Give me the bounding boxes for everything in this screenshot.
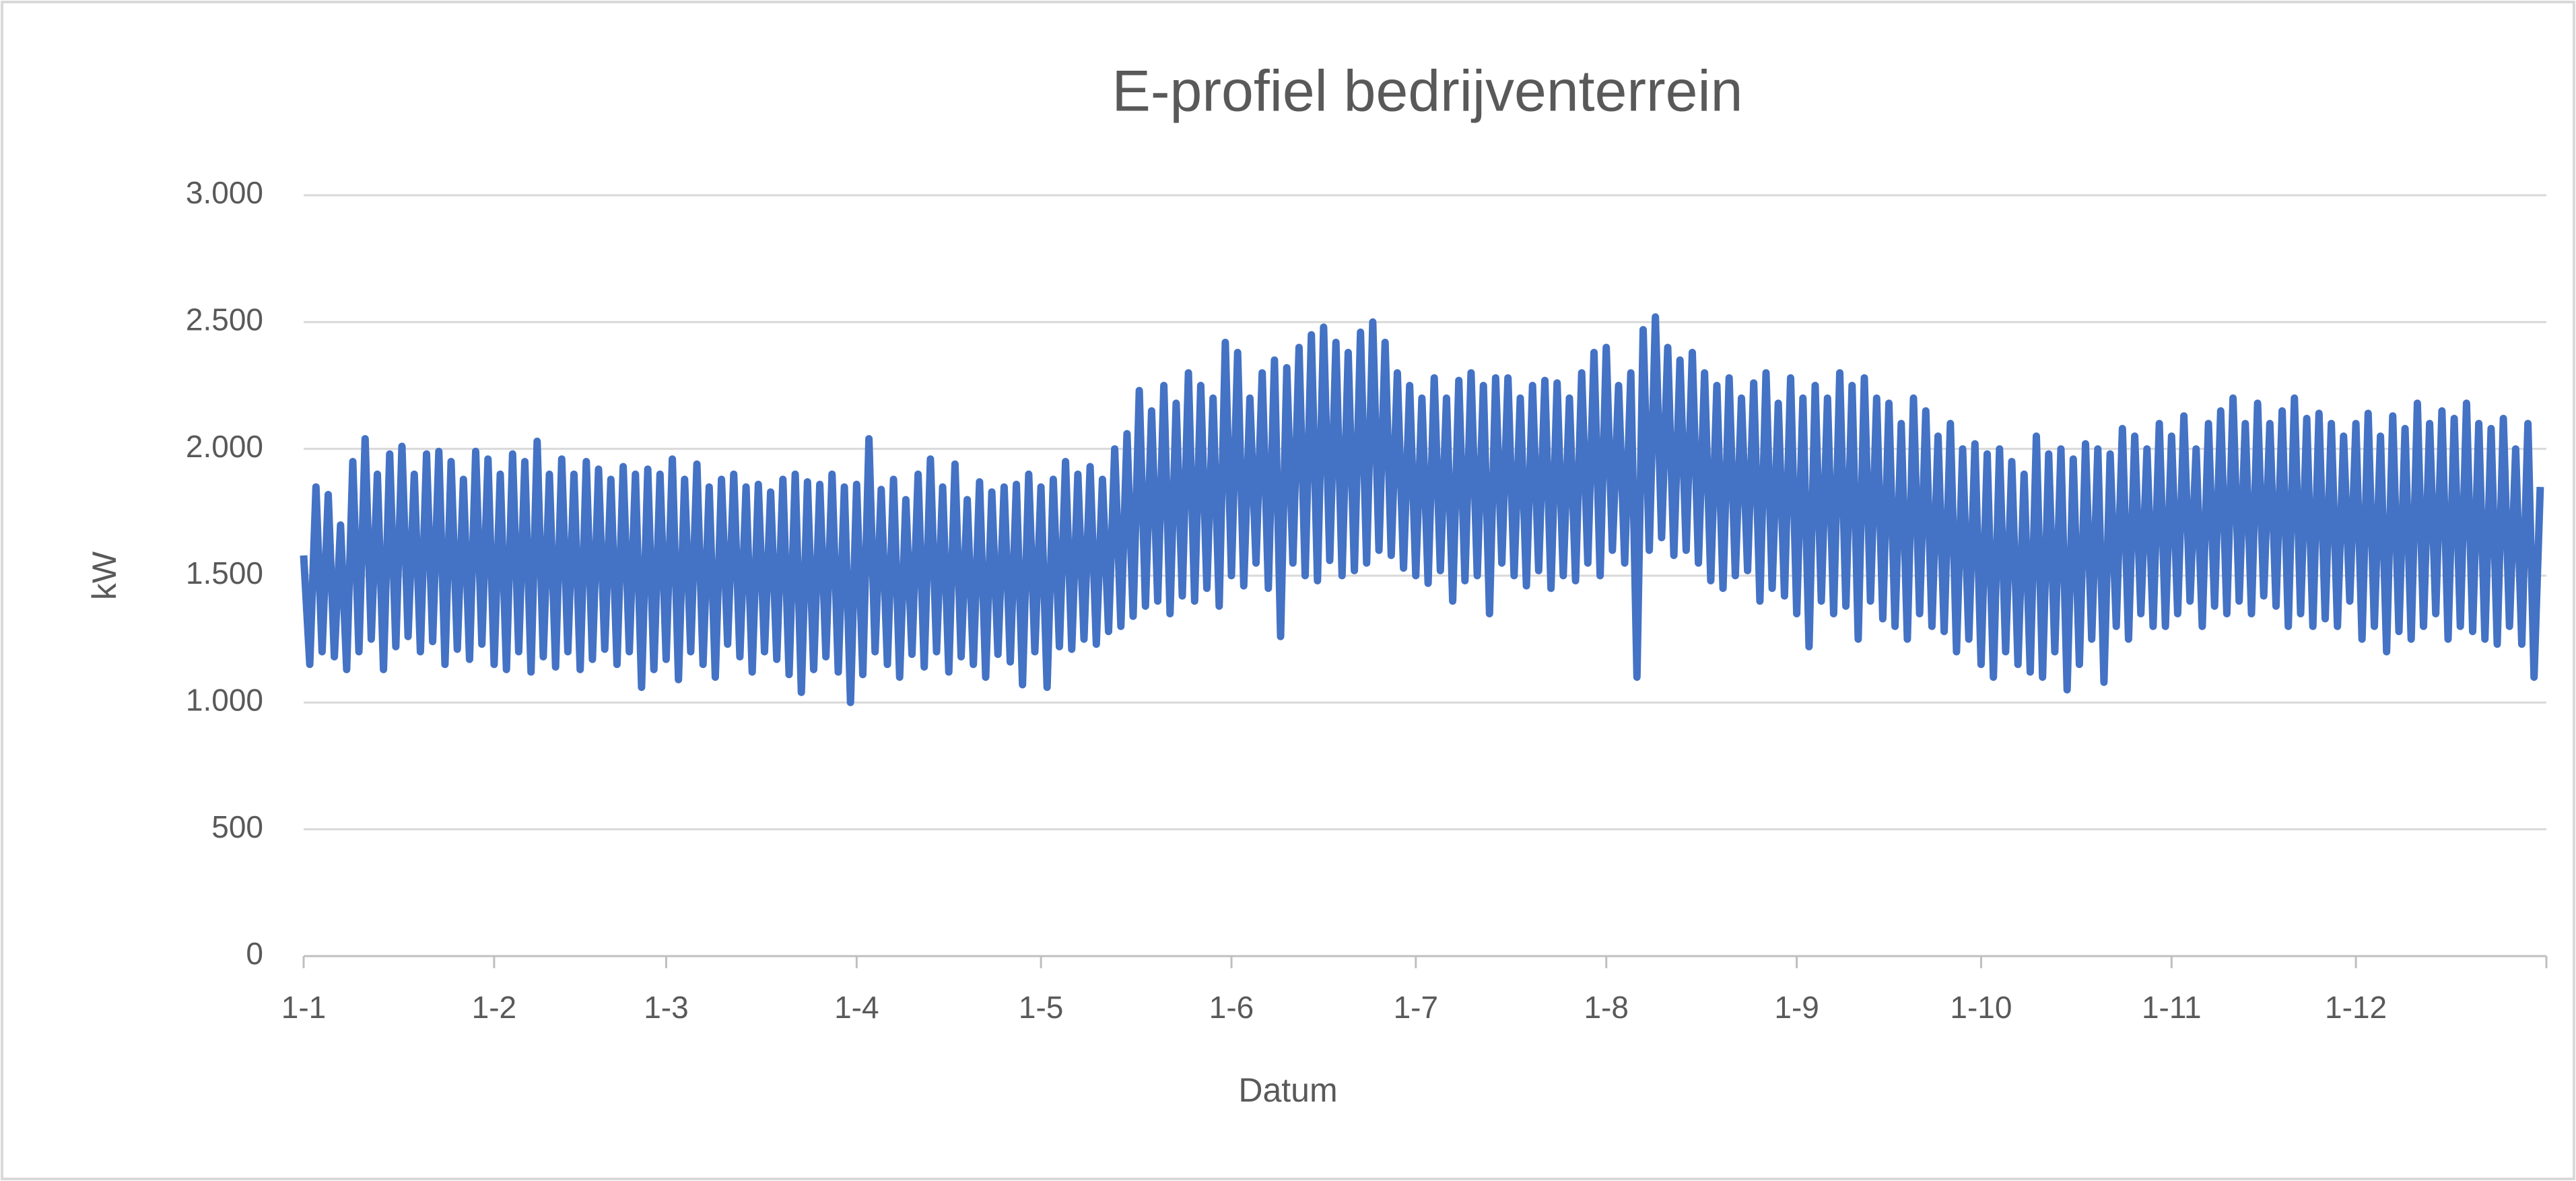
x-tick-label: 1-7: [1394, 990, 1438, 1025]
y-tick-label: 2.000: [186, 429, 263, 464]
x-tick-label: 1-10: [1950, 990, 2012, 1025]
x-tick-label: 1-11: [2142, 990, 2202, 1025]
x-tick-label: 1-5: [1019, 990, 1063, 1025]
data-line: [300, 313, 2544, 706]
x-axis-title: Datum: [1238, 1071, 1337, 1109]
x-tick-label: 1-8: [1584, 990, 1628, 1025]
x-tick-label: 1-12: [2325, 990, 2387, 1025]
y-axis-title: kW: [86, 551, 123, 600]
x-tick-label: 1-6: [1209, 990, 1254, 1025]
y-tick-label: 500: [211, 809, 263, 844]
x-tick-label: 1-3: [644, 990, 688, 1025]
y-tick-label: 3.000: [186, 175, 263, 210]
x-tick-label: 1-2: [472, 990, 516, 1025]
y-tick-label: 1.500: [186, 555, 263, 590]
x-tick-label: 1-9: [1774, 990, 1819, 1025]
y-tick-label: 0: [246, 936, 263, 971]
y-tick-label: 1.000: [186, 682, 263, 717]
y-tick-label: 2.500: [186, 302, 263, 337]
x-tick-label: 1-1: [281, 990, 326, 1025]
x-tick-label: 1-4: [834, 990, 879, 1025]
chart-title: E-profiel bedrijventerrein: [1112, 59, 1743, 124]
